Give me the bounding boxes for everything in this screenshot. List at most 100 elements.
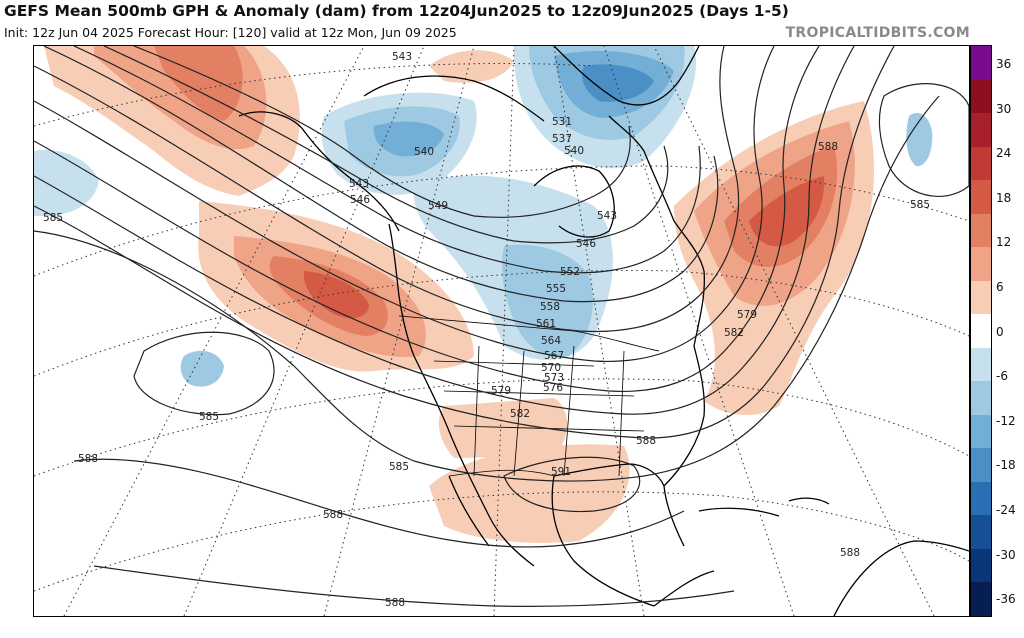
colorbar-segment	[971, 113, 991, 148]
contour-label: 588	[78, 453, 98, 465]
colorbar-segment	[971, 381, 991, 416]
colorbar-tick-label: -12	[996, 413, 1016, 428]
contour-588-bottom	[93, 565, 735, 607]
coast-pacific-nw	[388, 223, 535, 567]
colorbar-segment	[971, 213, 991, 248]
colorbar-segment	[971, 180, 991, 215]
contour-label: 588	[323, 509, 343, 521]
contour-582	[34, 46, 895, 439]
anomaly-positive-mexico	[429, 444, 630, 543]
anomaly-negative-canada-west-core	[373, 121, 444, 157]
contour-label: 558	[540, 301, 560, 313]
colorbar-segment	[971, 548, 991, 583]
contour-label: 543	[349, 178, 369, 190]
contour-label: 546	[576, 238, 596, 250]
anomaly-positive-west-core	[303, 271, 369, 319]
contour-label: 543	[597, 210, 617, 222]
colorbar-segment	[971, 582, 991, 617]
coast-cuba	[698, 507, 780, 517]
contour-label: 588	[385, 597, 405, 609]
contour-label: 585	[910, 199, 930, 211]
coast-alaska	[238, 111, 400, 232]
anomaly-negative-hudson-core	[582, 64, 654, 102]
colorbar-tick-label: -18	[996, 458, 1016, 473]
contour-label: 570	[541, 362, 561, 374]
contour-label: 582	[510, 408, 530, 420]
coast-mexico-east	[551, 475, 655, 607]
colorbar-tick-label: 0	[996, 324, 1004, 339]
colorbar-tick-label: 24	[996, 146, 1012, 161]
colorbar-segment	[971, 515, 991, 550]
coast-east-us	[663, 220, 705, 487]
contour-label: 552	[560, 266, 580, 278]
colorbar-tick-label: -36	[996, 592, 1016, 607]
colorbar-tick-label: 6	[996, 280, 1004, 294]
brand-watermark: TROPICALTIDBITS.COM	[785, 25, 970, 41]
colorbar-tick-label: 18	[996, 190, 1012, 205]
anomaly-positive-north	[429, 50, 514, 83]
anomaly-positive-atlantic-core	[749, 176, 825, 247]
latlon-grid	[34, 46, 969, 616]
contour-label: 588	[636, 435, 656, 447]
contour-label: 549	[428, 200, 448, 212]
negative-anomaly-shading	[34, 46, 933, 387]
contour-label: 561	[536, 318, 556, 330]
contour-label: 585	[43, 212, 63, 224]
anomaly-negative-atlantic-low	[906, 112, 933, 167]
contour-label: 582	[724, 327, 744, 339]
coast-south-america	[833, 540, 969, 616]
colorbar-segment	[971, 46, 991, 81]
contour-label: 537	[552, 133, 572, 145]
colorbar-segment	[971, 79, 991, 114]
map-title: GEFS Mean 500mb GPH & Anomaly (dam) from…	[4, 2, 789, 20]
contour-label: 573	[544, 372, 564, 384]
coast-arctic	[363, 75, 545, 122]
contour-label: 588	[818, 141, 838, 153]
colorbar-segment	[971, 280, 991, 315]
map-panel: 543 531 537 540 540 543 546 549 543 546 …	[33, 45, 970, 617]
colorbar-tick-label: 36	[996, 57, 1012, 71]
colorbar-tick-label: 12	[996, 235, 1012, 250]
anomaly-colorbar	[970, 45, 992, 617]
anomaly-negative-pacific-west	[34, 149, 99, 216]
contour-label: 585	[389, 461, 409, 473]
colorbar-segment	[971, 146, 991, 181]
contour-label: 555	[546, 283, 566, 295]
height-contours	[34, 46, 969, 607]
coast-baja	[448, 475, 490, 547]
contour-closed-atlantic	[878, 83, 969, 197]
colorbar-segment	[971, 347, 991, 382]
contour-579	[34, 46, 855, 415]
contour-label: 585	[199, 411, 219, 423]
coast-hispaniola	[788, 497, 830, 505]
coast-central-america	[653, 570, 715, 607]
contour-label: 564	[541, 335, 561, 347]
colorbar-segment	[971, 314, 991, 349]
contour-closed-low-pacific	[133, 331, 275, 416]
colorbar-segment	[971, 448, 991, 483]
contour-label-layer: 543 531 537 540 540 543 546 549 543 546 …	[43, 51, 930, 609]
contour-label: 576	[543, 382, 563, 394]
contour-label: 531	[552, 116, 572, 128]
anomaly-positive-plains	[438, 398, 568, 458]
coast-greenland	[553, 46, 700, 106]
colorbar-tick-label: -6	[996, 369, 1008, 384]
colorbar-tick-label: -24	[996, 503, 1016, 517]
colorbar-tick-label: 30	[996, 101, 1012, 116]
colorbar-tick-label: -30	[996, 547, 1016, 562]
contour-label: 567	[544, 350, 564, 362]
contour-588-south	[73, 458, 685, 548]
colorbar-segment	[971, 247, 991, 282]
contour-label: 579	[491, 385, 511, 397]
contour-label: 579	[737, 309, 757, 321]
contour-591	[503, 456, 641, 513]
contour-label: 588	[840, 547, 860, 559]
colorbar-segment	[971, 481, 991, 516]
contour-label: 540	[414, 146, 434, 158]
borders	[398, 315, 660, 477]
geopotential-map: 543 531 537 540 540 543 546 549 543 546 …	[34, 46, 969, 616]
contour-585	[34, 95, 940, 482]
contour-label: 540	[564, 145, 584, 157]
contour-label: 546	[350, 194, 370, 206]
coast-hudson-bay	[533, 165, 615, 238]
